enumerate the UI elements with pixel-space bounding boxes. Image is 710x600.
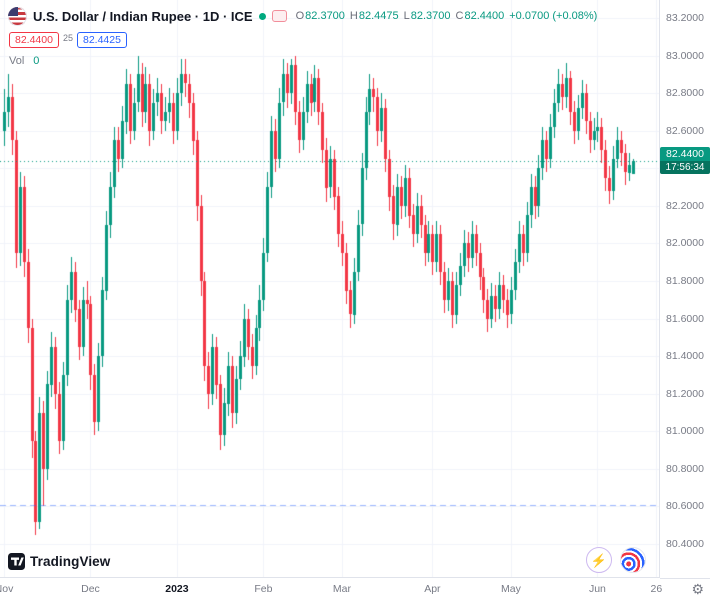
time-axis-label: Mar <box>332 583 352 595</box>
time-axis-label: 2023 <box>165 583 189 595</box>
high-value: 82.4475 <box>358 10 399 22</box>
symbol-title[interactable]: U.S. Dollar / Indian Rupee · 1D · ICE <box>33 8 253 24</box>
price-axis[interactable]: 82.4400 17:56:34 83.2000 83.0000 82.8000 82… <box>659 0 710 578</box>
time-axis-label: Dec <box>81 583 100 595</box>
low-label: L <box>403 10 410 22</box>
tradingview-logo[interactable]: TradingView <box>8 553 110 570</box>
price-tag: 82.4400 17:56:34 <box>660 146 710 174</box>
price-axis-label: 81.0000 <box>666 425 704 438</box>
open-value: 82.3700 <box>305 10 345 22</box>
volume-readout: Vol 0 <box>9 55 597 67</box>
tradingview-logo-text: TradingView <box>30 554 111 569</box>
sparks-button[interactable] <box>620 547 646 573</box>
market-status-dot-icon <box>258 12 266 20</box>
spread-value: 25 <box>62 33 73 43</box>
gear-icon[interactable]: ⚙ <box>691 581 704 597</box>
tradingview-logo-icon <box>8 553 25 570</box>
time-axis-label: Feb <box>254 583 273 595</box>
floating-buttons: ⚡ <box>586 547 646 573</box>
price-axis-label: 80.4000 <box>666 538 704 550</box>
close-value: 82.4400 <box>464 10 505 22</box>
price-axis-label: 82.0000 <box>666 237 704 250</box>
price-axis-label: 80.8000 <box>666 462 704 475</box>
price-axis-label: 81.6000 <box>666 312 704 325</box>
price-axis-label: 82.2000 <box>666 199 704 212</box>
bar-countdown: 17:56:34 <box>660 160 710 174</box>
price-axis-label: 81.2000 <box>666 387 704 400</box>
time-axis-label: May <box>501 583 521 595</box>
time-axis-label: Apr <box>424 583 441 595</box>
price-axis-label: 83.2000 <box>666 12 704 24</box>
price-axis-label: 83.0000 <box>666 49 704 62</box>
candlestick-chart[interactable] <box>0 0 660 578</box>
low-value: 82.3700 <box>410 10 451 22</box>
price-axis-label: 81.8000 <box>666 275 704 287</box>
open-label: O <box>295 10 305 22</box>
buy-price-button[interactable]: 82.4425 <box>76 32 127 48</box>
ohlc-readout: O 82.3700 H 82.4475 L 82.3700 C 82.4400 +0.0… <box>296 10 598 22</box>
price-axis-label: 82.6000 <box>666 124 704 137</box>
high-label: H <box>349 10 358 22</box>
price-axis-label: 82.8000 <box>666 87 704 100</box>
last-price-label: 82.4400 <box>660 146 710 161</box>
flag-symbol-icon[interactable] <box>271 10 287 22</box>
volume-label: Vol <box>9 55 25 67</box>
time-axis-label: 26 <box>650 583 663 595</box>
price-axis-label: 81.4000 <box>666 350 704 363</box>
time-axis-label: Nov <box>0 583 14 595</box>
sell-price-button[interactable]: 82.4400 <box>9 32 59 48</box>
time-axis[interactable]: Nov Dec 2023 Feb Mar Apr May Jun 26 <box>0 577 663 600</box>
volume-value: 0 <box>33 55 40 67</box>
close-label: C <box>455 10 464 22</box>
quick-actions-bolt-button[interactable]: ⚡ <box>586 547 612 573</box>
change-value: +0.0700 (+0.08%) <box>509 10 598 22</box>
bolt-icon: ⚡ <box>590 552 608 568</box>
price-axis-label: 80.6000 <box>666 500 704 513</box>
axis-corner: ⚙ <box>660 578 710 600</box>
time-axis-label: Jun <box>588 583 606 595</box>
us-flag-icon <box>8 6 27 26</box>
